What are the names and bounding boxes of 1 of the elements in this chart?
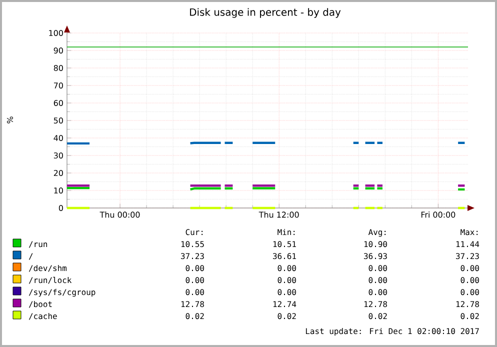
chart-title: Disk usage in percent - by day [190, 8, 341, 18]
